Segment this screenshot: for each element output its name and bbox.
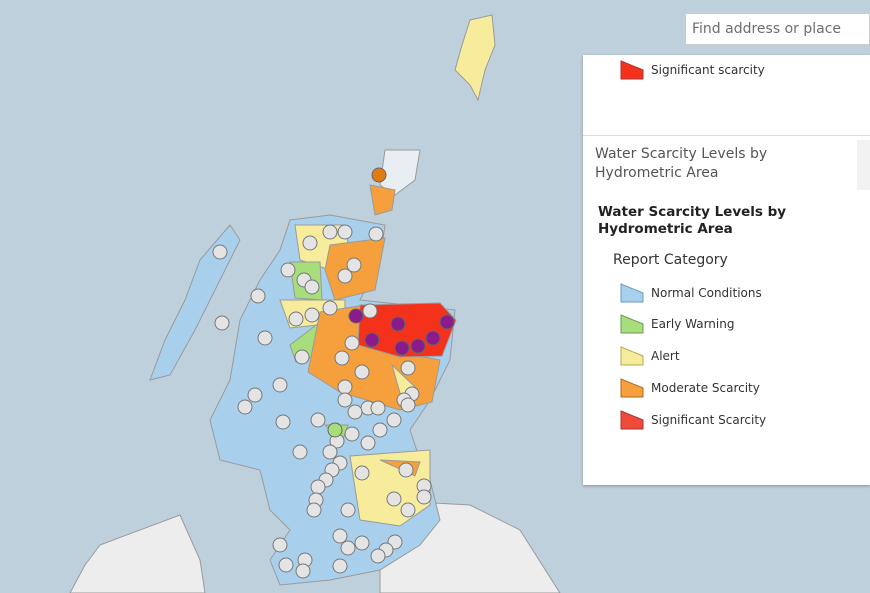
station	[310, 479, 326, 495]
station	[425, 330, 441, 346]
legend-swatch	[620, 283, 644, 303]
station	[439, 314, 455, 330]
station	[295, 563, 311, 579]
legend-label: Significant Scarcity	[651, 413, 767, 427]
station	[410, 338, 426, 354]
station	[280, 262, 296, 278]
station	[337, 224, 353, 240]
station	[306, 502, 322, 518]
station	[400, 360, 416, 376]
station	[344, 335, 360, 351]
station	[294, 349, 310, 365]
legend-title: Water Scarcity Levels by Hydrometric Are…	[598, 204, 787, 237]
legend-label: Significant scarcity	[651, 63, 765, 77]
layer-header: Water Scarcity Levels by Hydrometric Are…	[595, 146, 768, 181]
station	[370, 400, 386, 416]
legend-swatch	[620, 314, 644, 334]
station	[247, 387, 263, 403]
station	[272, 377, 288, 393]
station	[370, 548, 386, 564]
legend-label: Early Warning	[651, 317, 735, 331]
search-box[interactable]: Find address or place	[685, 13, 870, 45]
station	[302, 235, 318, 251]
station	[390, 316, 406, 332]
legend-swatch	[620, 60, 644, 80]
ireland	[69, 514, 206, 593]
station	[347, 404, 363, 420]
station	[334, 350, 350, 366]
station	[332, 558, 348, 574]
station	[337, 379, 353, 395]
station	[257, 330, 273, 346]
station	[304, 307, 320, 323]
station	[372, 422, 388, 438]
orkney-area	[369, 184, 396, 216]
station	[327, 422, 343, 438]
station	[272, 537, 288, 553]
station	[348, 308, 364, 324]
station	[322, 224, 338, 240]
legend-swatch	[620, 378, 644, 398]
station	[288, 311, 304, 327]
station	[322, 300, 338, 316]
legend-label: Alert	[651, 349, 680, 363]
legend-panel	[583, 55, 870, 485]
legend-swatch	[620, 346, 644, 366]
station	[386, 491, 402, 507]
station	[364, 332, 380, 348]
station	[344, 426, 360, 442]
outer-hebrides	[149, 224, 241, 381]
station	[304, 279, 320, 295]
station	[354, 364, 370, 380]
highlight-stations	[327, 167, 455, 438]
station	[322, 444, 338, 460]
station	[416, 489, 432, 505]
station	[354, 535, 370, 551]
station	[292, 444, 308, 460]
station	[354, 465, 370, 481]
station	[360, 435, 376, 451]
station	[362, 303, 378, 319]
station	[212, 244, 228, 260]
station	[310, 412, 326, 428]
station	[400, 502, 416, 518]
station	[368, 226, 384, 242]
station	[275, 414, 291, 430]
station	[214, 315, 230, 331]
legend-subtitle: Report Category	[613, 252, 728, 268]
legend-swatch	[620, 410, 644, 430]
stations	[212, 224, 432, 579]
station	[346, 257, 362, 273]
station	[337, 392, 353, 408]
station	[337, 268, 353, 284]
station	[237, 399, 253, 415]
legend-label: Moderate Scarcity	[651, 381, 760, 395]
station	[278, 557, 294, 573]
station	[340, 540, 356, 556]
station	[250, 288, 266, 304]
station	[332, 528, 348, 544]
station	[394, 340, 410, 356]
station	[398, 462, 414, 478]
menu-button[interactable]	[857, 140, 870, 190]
station	[386, 412, 402, 428]
divider	[583, 135, 870, 136]
shetland	[454, 14, 496, 102]
station	[400, 397, 416, 413]
legend-label: Normal Conditions	[651, 286, 762, 300]
station	[371, 167, 387, 183]
station	[340, 502, 356, 518]
